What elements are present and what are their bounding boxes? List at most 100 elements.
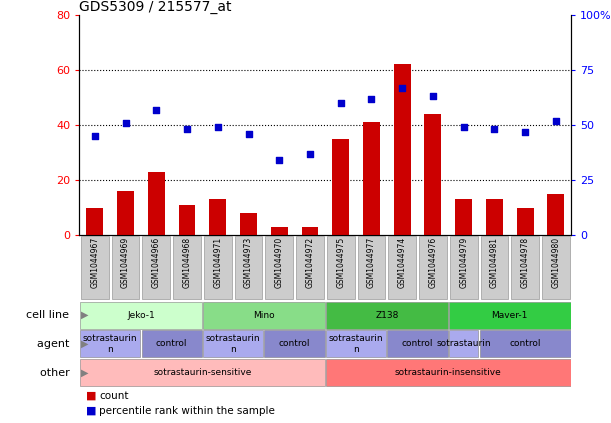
Bar: [547, 194, 565, 235]
Point: [336, 99, 346, 106]
Text: GSM1044971: GSM1044971: [213, 237, 222, 288]
Point: [397, 84, 407, 91]
Text: GSM1044973: GSM1044973: [244, 237, 253, 288]
Text: Z138: Z138: [375, 310, 398, 320]
Text: sotrastaurin
n: sotrastaurin n: [83, 334, 137, 354]
Text: GSM1044966: GSM1044966: [152, 237, 161, 288]
FancyBboxPatch shape: [450, 236, 478, 299]
Bar: [148, 172, 165, 235]
FancyBboxPatch shape: [480, 330, 571, 357]
FancyBboxPatch shape: [387, 330, 448, 357]
FancyBboxPatch shape: [173, 236, 201, 299]
Bar: [332, 139, 349, 235]
Point: [120, 119, 130, 126]
Point: [213, 124, 222, 131]
Text: cell line: cell line: [26, 310, 76, 320]
FancyBboxPatch shape: [80, 330, 141, 357]
Bar: [486, 199, 503, 235]
FancyBboxPatch shape: [296, 236, 324, 299]
Point: [90, 133, 100, 140]
FancyBboxPatch shape: [326, 330, 386, 357]
Text: sotrastaurin
n: sotrastaurin n: [206, 334, 260, 354]
Text: percentile rank within the sample: percentile rank within the sample: [99, 406, 275, 416]
Text: agent: agent: [37, 339, 76, 349]
Text: ▶: ▶: [81, 339, 88, 349]
FancyBboxPatch shape: [235, 236, 262, 299]
Bar: [455, 199, 472, 235]
FancyBboxPatch shape: [142, 330, 202, 357]
Text: GSM1044978: GSM1044978: [521, 237, 530, 288]
Text: GSM1044975: GSM1044975: [336, 237, 345, 288]
FancyBboxPatch shape: [542, 236, 569, 299]
FancyBboxPatch shape: [449, 330, 478, 357]
Text: sotrastaurin-sensitive: sotrastaurin-sensitive: [153, 368, 252, 377]
Text: GSM1044981: GSM1044981: [490, 237, 499, 288]
Point: [521, 128, 530, 135]
FancyBboxPatch shape: [326, 359, 571, 386]
Text: control: control: [510, 339, 541, 349]
Bar: [117, 191, 134, 235]
Text: GSM1044976: GSM1044976: [428, 237, 437, 288]
Text: sotrastaurin: sotrastaurin: [436, 339, 491, 349]
Text: count: count: [99, 391, 128, 401]
Bar: [240, 213, 257, 235]
FancyBboxPatch shape: [265, 236, 293, 299]
Point: [244, 130, 254, 137]
Text: GSM1044972: GSM1044972: [306, 237, 315, 288]
Text: ■: ■: [86, 406, 96, 416]
Point: [551, 117, 561, 124]
Bar: [86, 208, 103, 235]
Point: [274, 157, 284, 164]
Text: GSM1044980: GSM1044980: [551, 237, 560, 288]
FancyBboxPatch shape: [265, 330, 324, 357]
Text: Maver-1: Maver-1: [492, 310, 528, 320]
Text: sotrastaurin-insensitive: sotrastaurin-insensitive: [395, 368, 502, 377]
Text: GDS5309 / 215577_at: GDS5309 / 215577_at: [79, 0, 232, 14]
FancyBboxPatch shape: [449, 302, 571, 329]
FancyBboxPatch shape: [112, 236, 139, 299]
FancyBboxPatch shape: [327, 236, 354, 299]
FancyBboxPatch shape: [204, 236, 232, 299]
Text: GSM1044970: GSM1044970: [275, 237, 284, 288]
FancyBboxPatch shape: [419, 236, 447, 299]
FancyBboxPatch shape: [80, 359, 324, 386]
Bar: [178, 205, 196, 235]
Text: GSM1044968: GSM1044968: [183, 237, 191, 288]
Bar: [271, 227, 288, 235]
Text: GSM1044979: GSM1044979: [459, 237, 468, 288]
FancyBboxPatch shape: [511, 236, 539, 299]
Point: [428, 93, 438, 100]
Text: GSM1044969: GSM1044969: [121, 237, 130, 288]
Bar: [393, 64, 411, 235]
FancyBboxPatch shape: [357, 236, 386, 299]
FancyBboxPatch shape: [81, 236, 109, 299]
Bar: [363, 122, 380, 235]
FancyBboxPatch shape: [203, 330, 263, 357]
Point: [367, 95, 376, 102]
Text: control: control: [156, 339, 188, 349]
Point: [459, 124, 469, 131]
Text: other: other: [40, 368, 76, 378]
Text: ■: ■: [86, 391, 96, 401]
Point: [182, 126, 192, 133]
FancyBboxPatch shape: [203, 302, 324, 329]
Bar: [517, 208, 533, 235]
Bar: [302, 227, 318, 235]
FancyBboxPatch shape: [142, 236, 170, 299]
Text: control: control: [402, 339, 433, 349]
FancyBboxPatch shape: [80, 302, 202, 329]
Text: GSM1044974: GSM1044974: [398, 237, 407, 288]
Text: GSM1044967: GSM1044967: [90, 237, 100, 288]
Text: Jeko-1: Jeko-1: [127, 310, 155, 320]
Point: [152, 106, 161, 113]
Text: GSM1044977: GSM1044977: [367, 237, 376, 288]
FancyBboxPatch shape: [389, 236, 416, 299]
Text: Mino: Mino: [253, 310, 275, 320]
Bar: [210, 199, 226, 235]
Text: sotrastaurin
n: sotrastaurin n: [329, 334, 384, 354]
FancyBboxPatch shape: [481, 236, 508, 299]
Text: control: control: [279, 339, 310, 349]
Text: ▶: ▶: [81, 368, 88, 378]
FancyBboxPatch shape: [326, 302, 448, 329]
Point: [489, 126, 499, 133]
